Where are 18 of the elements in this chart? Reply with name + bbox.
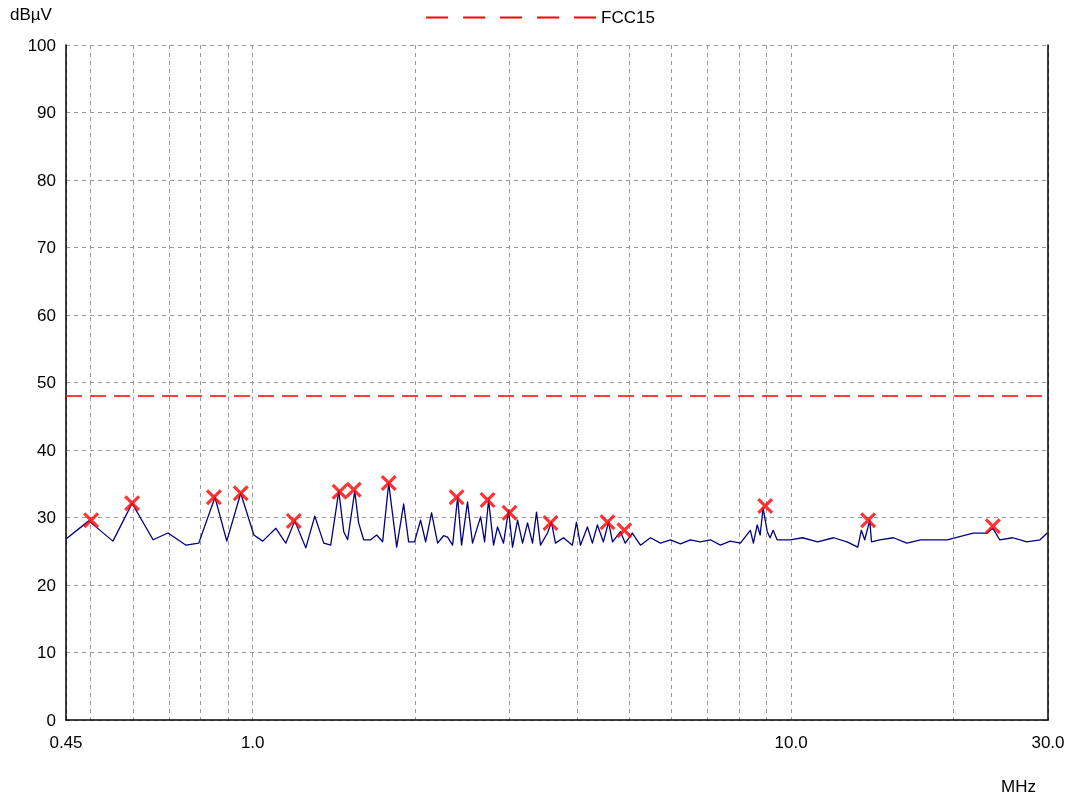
y-tick-label: 40 [37,440,56,460]
x-tick-label: 1.0 [240,733,265,752]
y-tick-label: 70 [37,238,56,257]
y-tick-label: 50 [37,373,56,392]
y-tick-label: 20 [37,575,56,595]
y-tick-label: 80 [37,170,56,190]
x-tick-label: 0.45 [49,733,83,752]
x-axis-title: MHz [1001,777,1037,796]
legend-label: FCC15 [601,8,655,27]
y-tick-label: 0 [46,710,56,730]
y-tick-label: 100 [27,35,56,55]
y-tick-label: 10 [37,643,56,662]
x-tick-label: 30.0 [1031,733,1065,752]
y-tick-label: 60 [37,305,56,325]
y-tick-label: 90 [37,103,56,122]
y-axis-title: dBµV [10,5,53,24]
y-tick-label: 30 [37,508,56,527]
x-tick-label: 10.0 [774,733,808,752]
